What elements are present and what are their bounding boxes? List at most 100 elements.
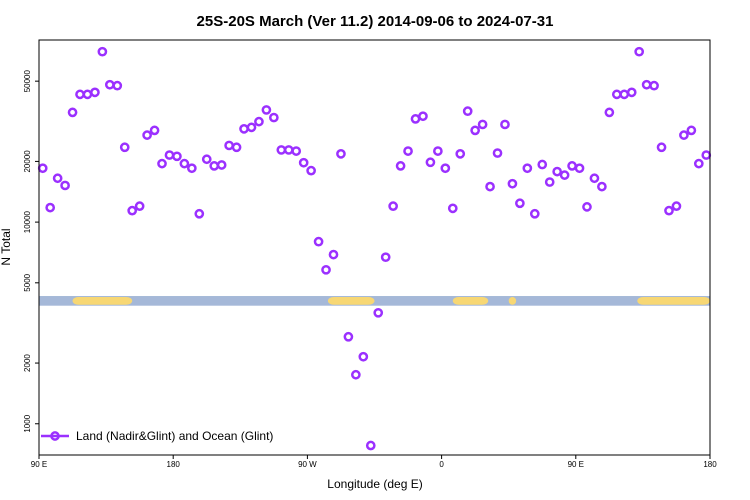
data-point (626, 87, 637, 98)
land-segment (508, 297, 517, 305)
data-point (186, 163, 197, 174)
data-point (164, 150, 175, 160)
data-point (671, 201, 682, 211)
data-point (552, 166, 563, 177)
data-point (157, 158, 167, 169)
y-tick-label: 10000 (23, 210, 32, 233)
data-point (351, 369, 361, 380)
data-point (477, 119, 488, 130)
data-point (216, 160, 227, 170)
data-point (418, 111, 428, 122)
data-point (537, 159, 548, 170)
data-point (82, 89, 93, 100)
data-point (522, 163, 533, 174)
data-point (619, 89, 630, 100)
data-point (462, 106, 473, 117)
land-ocean-bar (39, 296, 710, 306)
x-tick-label: 90 E (568, 460, 584, 469)
data-point (611, 89, 622, 100)
legend-label: Land (Nadir&Glint) and Ocean (Glint) (76, 429, 273, 443)
data-point (194, 208, 205, 219)
data-point (291, 146, 302, 156)
data-point (75, 89, 85, 100)
data-point (276, 145, 287, 155)
data-point (37, 163, 48, 174)
y-tick-label: 5000 (23, 273, 32, 291)
data-point (149, 125, 160, 136)
data-point (455, 149, 466, 159)
land-segment (327, 297, 375, 305)
data-point (142, 130, 152, 140)
data-point (134, 201, 145, 211)
data-point (321, 264, 331, 275)
data-point (358, 351, 369, 362)
legend: Land (Nadir&Glint) and Ocean (Glint) (41, 429, 273, 443)
data-point (574, 163, 585, 174)
x-tick-label: 0 (439, 460, 444, 469)
data-point (664, 205, 674, 216)
data-point (172, 151, 182, 162)
data-point (686, 125, 697, 136)
data-point (60, 180, 70, 191)
plot-frame (38, 39, 711, 456)
data-point (604, 107, 615, 118)
data-point (269, 112, 279, 123)
y-axis-label: N Total (0, 228, 13, 265)
data-point (693, 158, 704, 169)
data-point (649, 80, 659, 91)
x-tick-label: 180 (167, 460, 181, 469)
data-point (507, 178, 518, 189)
data-point (201, 154, 212, 165)
data-point (336, 149, 346, 159)
data-point (52, 173, 63, 184)
data-point (97, 46, 108, 57)
x-tick-label: 90 W (298, 460, 317, 469)
data-point (701, 150, 712, 160)
data-point (254, 116, 264, 127)
data-point (306, 165, 316, 176)
data-point (67, 107, 78, 118)
data-point (90, 87, 100, 98)
x-axis: 90 E 180 90 W 0 90 E 180 (31, 455, 717, 469)
data-point (589, 173, 600, 184)
data-point (283, 145, 294, 155)
data-point (373, 307, 384, 318)
data-point (500, 119, 510, 130)
data-point (45, 202, 56, 213)
data-point (529, 208, 540, 219)
land-segment (480, 297, 483, 305)
data-point (179, 158, 190, 169)
data-point (380, 252, 391, 263)
data-point (231, 142, 242, 153)
data-point (485, 181, 495, 192)
data-point (224, 140, 234, 151)
legend-marker (50, 431, 60, 441)
y-tick-label: 20000 (23, 150, 32, 173)
data-point (395, 161, 406, 171)
data-point (544, 177, 555, 187)
data-point (403, 146, 413, 156)
data-point (298, 157, 309, 168)
data-point (559, 170, 570, 180)
x-axis-label: Longitude (deg E) (327, 477, 422, 491)
land-segment (637, 297, 710, 305)
land-segment (72, 297, 133, 305)
data-point (567, 161, 577, 171)
x-tick-label: 90 E (31, 460, 47, 469)
land-segment (452, 297, 489, 305)
data-point (239, 124, 249, 134)
data-point (388, 201, 398, 211)
data-point (515, 198, 525, 209)
data-point (470, 125, 480, 136)
data-point (597, 181, 607, 192)
chart-title: 25S-20S March (Ver 11.2) 2014-09-06 to 2… (197, 13, 554, 30)
data-point (425, 157, 436, 168)
data-point (656, 142, 667, 153)
data-point (679, 130, 689, 140)
data-point (410, 114, 421, 124)
data-point (433, 146, 443, 156)
data-point (313, 236, 324, 247)
data-point (246, 122, 257, 133)
data-point (447, 203, 458, 214)
